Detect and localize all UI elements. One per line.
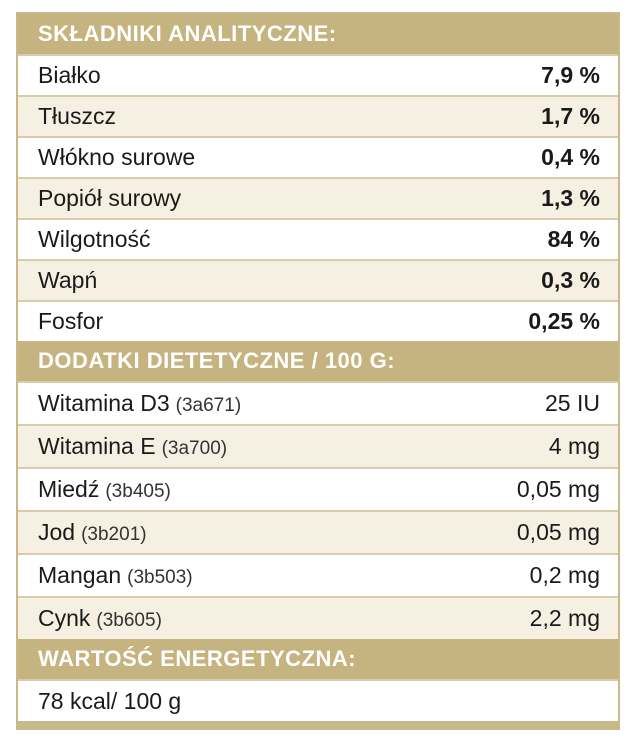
additive-code: (3b605) [96,610,162,631]
table-row: Wapń 0,3 % [18,259,618,300]
table-row: Witamina D3 (3a671) 25 IU [18,381,618,424]
row-label: Popiół surowy [38,185,182,211]
additive-code: (3a700) [161,438,228,459]
row-value: 84 % [547,226,600,252]
analytical-section-header: SKŁADNIKI ANALITYCZNE: [18,14,618,54]
additive-name: Miedź [38,476,100,502]
table-row: Tłuszcz 1,7 % [18,95,618,136]
additive-name: Witamina E [38,433,156,459]
row-label: Tłuszcz [38,103,116,129]
additive-name: Cynk [38,605,91,631]
row-value: 0,3 % [541,267,600,293]
row-value: 4 mg [548,433,600,459]
row-label: Miedź (3b405) [38,476,171,503]
analytical-rows: Białko 7,9 % Tłuszcz 1,7 % Włókno surowe… [18,54,618,341]
row-label: Mangan (3b503) [38,562,193,589]
table-row: Włókno surowe 0,4 % [18,136,618,177]
row-label: Witamina E (3a700) [38,433,227,460]
table-row: Fosfor 0,25 % [18,300,618,341]
row-label: Wapń [38,267,98,293]
row-value: 0,05 mg [516,519,600,545]
table-row: Witamina E (3a700) 4 mg [18,424,618,467]
energy-section-title: WARTOŚĆ ENERGETYCZNA: [38,646,357,671]
row-label: Jod (3b201) [38,519,147,546]
row-value: 1,3 % [541,185,600,211]
row-value: 0,25 % [528,308,600,334]
table-row: Cynk (3b605) 2,2 mg [18,596,618,639]
additive-code: (3b201) [81,524,147,545]
row-value: 1,7 % [541,103,600,129]
row-label: Włókno surowe [38,144,196,170]
additive-code: (3b405) [105,481,171,502]
analytical-section-title: SKŁADNIKI ANALITYCZNE: [38,21,337,46]
additive-code: (3a671) [175,395,242,416]
additive-name: Jod [38,519,76,545]
energy-value: 78 kcal/ 100 g [38,687,182,714]
row-label: Białko [38,62,101,88]
row-value: 0,05 mg [516,476,600,502]
table-row: Wilgotność 84 % [18,218,618,259]
row-value: 0,4 % [541,144,600,170]
additives-section-title: DODATKI DIETETYCZNE / 100 G: [38,348,396,373]
additives-section-header: DODATKI DIETETYCZNE / 100 G: [18,341,618,381]
nutrition-table: SKŁADNIKI ANALITYCZNE: Białko 7,9 % Tłus… [16,12,620,730]
table-row: Miedź (3b405) 0,05 mg [18,467,618,510]
table-row: Popiół surowy 1,3 % [18,177,618,218]
additives-rows: Witamina D3 (3a671) 25 IU Witamina E (3a70… [18,381,618,639]
table-row: Jod (3b201) 0,05 mg [18,510,618,553]
energy-row: 78 kcal/ 100 g [18,679,618,721]
table-row: Mangan (3b503) 0,2 mg [18,553,618,596]
additive-name: Mangan [38,562,122,588]
row-value: 2,2 mg [529,605,600,631]
energy-section-header: WARTOŚĆ ENERGETYCZNA: [18,639,618,679]
row-label: Witamina D3 (3a671) [38,390,241,417]
row-value: 0,2 mg [529,562,600,588]
table-row: Białko 7,9 % [18,54,618,95]
row-label: Fosfor [38,308,104,334]
additive-name: Witamina D3 [38,390,170,416]
additive-code: (3b503) [127,567,193,588]
row-label: Cynk (3b605) [38,605,162,632]
row-value: 7,9 % [541,62,600,88]
row-label: Wilgotność [38,226,151,252]
row-value: 25 IU [545,390,600,416]
